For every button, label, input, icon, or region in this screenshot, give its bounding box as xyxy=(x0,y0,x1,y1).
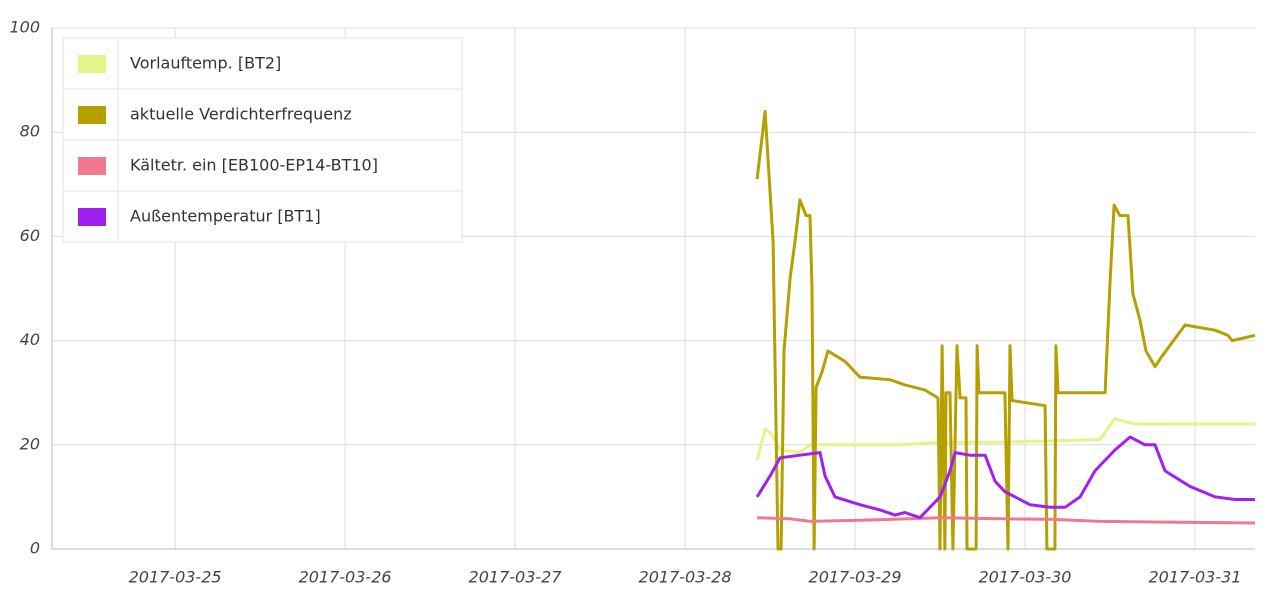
y-tick-label: 60 xyxy=(20,226,40,245)
series-line xyxy=(755,417,1255,461)
series-line xyxy=(757,516,1256,525)
x-tick-label: 2017-03-28 xyxy=(639,568,732,587)
x-tick-label: 2017-03-30 xyxy=(979,568,1072,587)
legend-swatch xyxy=(78,55,106,73)
legend-label: aktuelle Verdichterfrequenz xyxy=(130,105,352,124)
legend-swatch xyxy=(78,208,106,226)
legend-label: Kältetr. ein [EB100-EP14-BT10] xyxy=(130,156,378,175)
y-tick-label: 100 xyxy=(9,18,40,37)
series-line xyxy=(755,109,1256,551)
y-tick-label: 20 xyxy=(20,434,40,453)
legend-swatch xyxy=(78,106,106,124)
y-tick-label: 80 xyxy=(20,122,40,141)
x-tick-label: 2017-03-26 xyxy=(299,568,392,587)
series-line xyxy=(755,435,1255,520)
legend-swatch xyxy=(78,157,106,175)
x-tick-label: 2017-03-31 xyxy=(1149,568,1242,587)
x-tick-label: 2017-03-27 xyxy=(469,568,563,587)
legend-label: Außentemperatur [BT1] xyxy=(130,207,321,226)
y-tick-label: 40 xyxy=(20,330,40,349)
y-tick-label: 0 xyxy=(30,539,40,558)
x-tick-label: 2017-03-25 xyxy=(129,568,222,587)
x-tick-label: 2017-03-29 xyxy=(809,568,902,587)
legend-label: Vorlauftemp. [BT2] xyxy=(130,54,281,73)
